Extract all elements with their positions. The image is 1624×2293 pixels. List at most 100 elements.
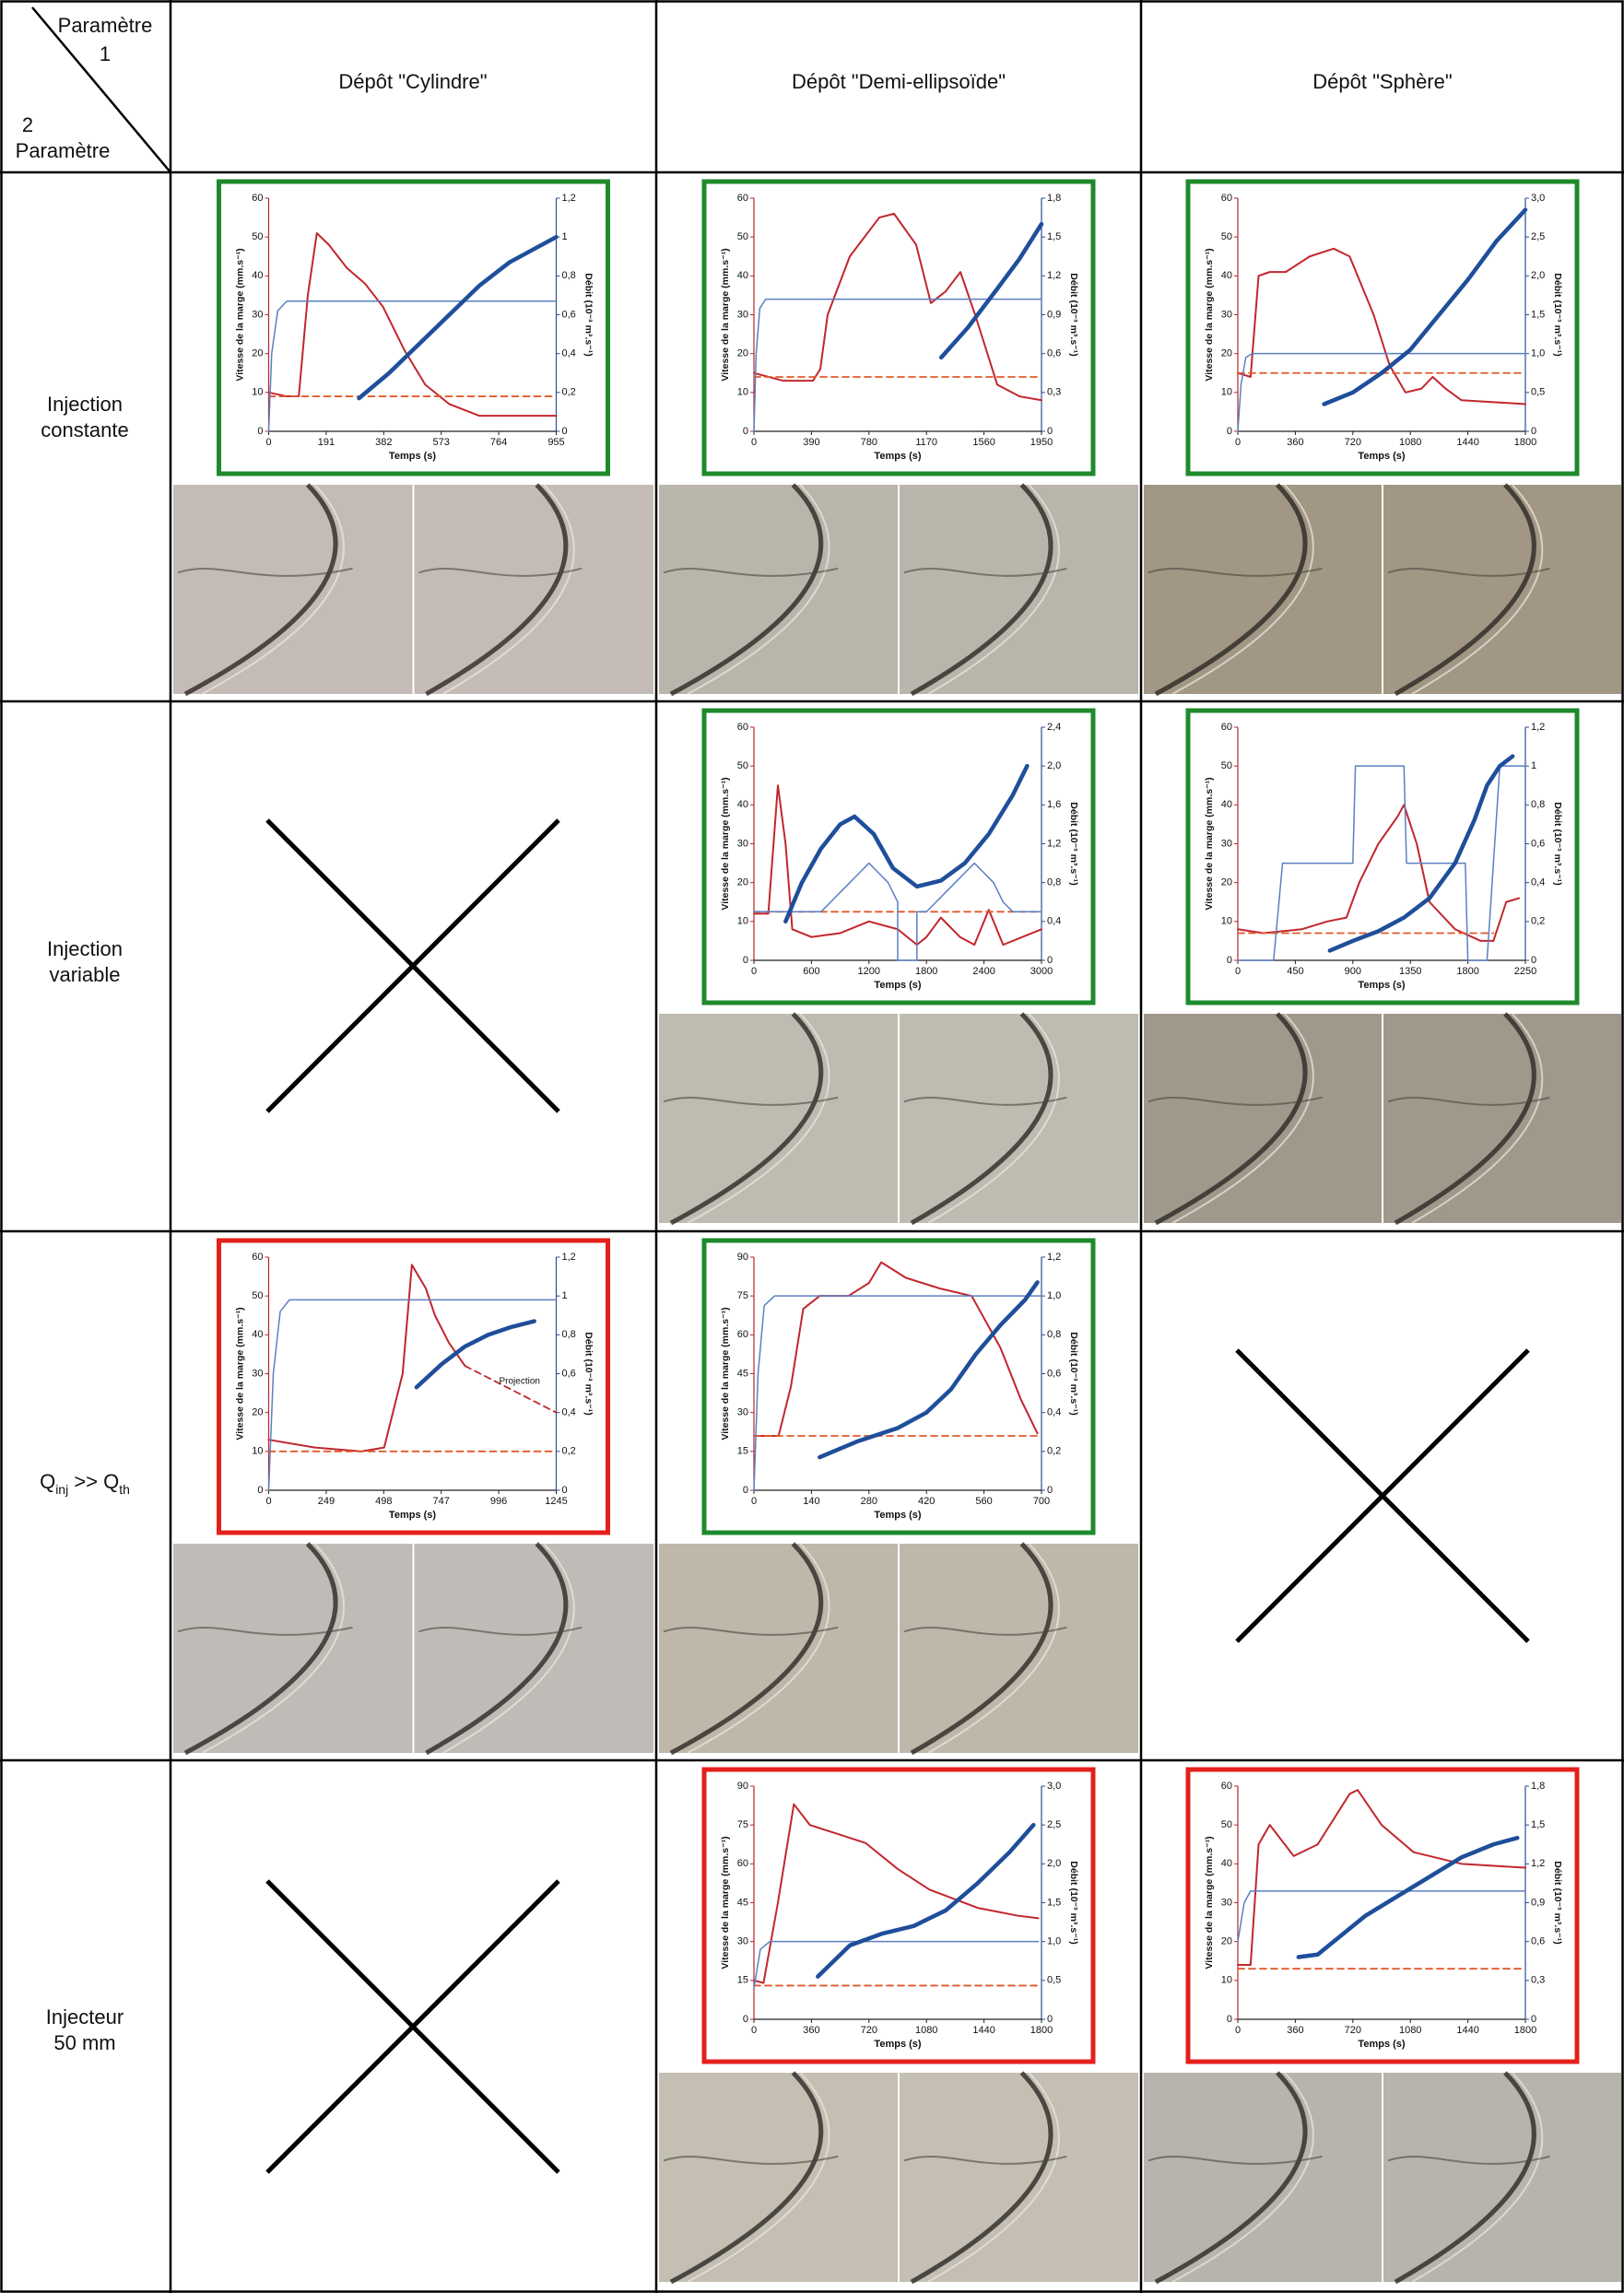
photo-margin	[1154, 2071, 1308, 2285]
photo-shade	[1144, 1014, 1382, 1223]
x-tick-label: 1080	[1399, 2025, 1421, 2036]
y2-tick-label: 3,0	[1531, 193, 1545, 204]
photo-margin	[425, 1542, 569, 1756]
y2-tick-label: 0,2	[562, 1446, 576, 1457]
photo-background	[1144, 1014, 1382, 1223]
y-tick-label: 30	[252, 309, 263, 320]
y2-tick-label: 0,4	[1047, 916, 1061, 927]
x-tick-label: 191	[318, 437, 335, 448]
y2-tick-label: 0,2	[1047, 1446, 1061, 1457]
y2-tick-label: 0	[1047, 1485, 1053, 1496]
y-tick-label: 60	[737, 1858, 748, 1869]
y2-tick-label: 0	[1047, 2014, 1053, 2025]
photo-shade	[659, 1014, 898, 1223]
x-tick-label: 560	[975, 1496, 992, 1507]
y-tick-label: 0	[257, 426, 263, 437]
y-tick-label: 30	[1221, 309, 1232, 320]
photo-margin-highlight	[927, 1013, 1060, 1224]
y-tick-label: 0	[1227, 955, 1232, 966]
chart-frame	[1185, 1767, 1580, 2064]
y-tick-label: 90	[737, 1781, 748, 1792]
row-label: Injection	[47, 393, 123, 416]
y-tick-label: 45	[737, 1897, 748, 1908]
y-tick-label: 0	[743, 1485, 748, 1496]
y-tick-label: 50	[1221, 1819, 1232, 1830]
series-line	[1237, 352, 1526, 432]
y2-tick-label: 1,2	[1531, 1858, 1545, 1869]
y2-tick-label: 2,0	[1047, 760, 1061, 771]
y-tick-label: 10	[1221, 387, 1232, 398]
y2-tick-label: 1	[562, 231, 568, 242]
photo-background	[1383, 2073, 1621, 2282]
photo-margin	[1154, 483, 1308, 697]
photo-margin	[425, 483, 569, 697]
y2-tick-label: 1,5	[1047, 1897, 1061, 1908]
photo-background	[1144, 485, 1382, 694]
photo-shade	[173, 485, 413, 694]
photo-shade	[1383, 485, 1621, 694]
y-tick-label: 50	[1221, 231, 1232, 242]
photo-background	[659, 2073, 898, 2282]
y2-tick-label: 0,6	[1531, 1936, 1545, 1947]
photo-margin	[669, 1012, 824, 1226]
y-axis-label: Vitesse de la marge (mm.s⁻¹)	[720, 1836, 731, 1969]
x-axis-label: Temps (s)	[1358, 2039, 1405, 2050]
y-tick-label: 20	[252, 348, 263, 359]
x-axis-label: Temps (s)	[874, 2039, 921, 2050]
column-header: Dépôt "Demi-ellipsoïde"	[792, 70, 1006, 93]
y2-tick-label: 0,5	[1047, 1975, 1061, 1986]
chart: 0 390 780 1170 1560 1950010203040506000,30,60…	[701, 179, 1096, 476]
x-tick-label: 0	[751, 2025, 757, 2036]
photo	[1144, 1012, 1382, 1226]
photo	[1383, 483, 1621, 697]
y-tick-label: 40	[737, 799, 748, 810]
y2-tick-label: 0	[562, 426, 568, 437]
photo-background	[173, 485, 413, 694]
chart-frame	[217, 1238, 610, 1535]
column-header: Dépôt "Sphère"	[1312, 70, 1452, 93]
chart-background	[701, 708, 1096, 1005]
chart-frame	[217, 179, 610, 476]
photo-channel	[177, 567, 353, 577]
y-tick-label: 0	[743, 2014, 748, 2025]
photo-background	[173, 1544, 413, 1753]
photo-margin	[183, 1542, 338, 1756]
y-tick-label: 60	[737, 722, 748, 733]
y-tick-label: 50	[737, 231, 748, 242]
y-tick-label: 40	[737, 270, 748, 281]
y2-tick-label: 0,8	[562, 1329, 576, 1340]
photo-channel	[1387, 567, 1550, 577]
y-tick-label: 20	[1221, 1936, 1232, 1947]
y2-tick-label: 1,0	[1047, 1290, 1061, 1301]
y-tick-label: 60	[737, 193, 748, 204]
y-tick-label: 30	[737, 309, 748, 320]
x-tick-label: 720	[1345, 2025, 1361, 2036]
y2-tick-label: 1	[1531, 760, 1536, 771]
y-axis-label: Vitesse de la marge (mm.s⁻¹)	[234, 248, 245, 381]
y2-tick-label: 1,2	[562, 1252, 576, 1263]
y-tick-label: 20	[252, 1407, 263, 1418]
x-tick-label: 2250	[1514, 966, 1536, 977]
photo	[414, 1542, 653, 1756]
series-line	[818, 1280, 1040, 1460]
y2-axis-label: Débit (10⁻³ m³.s⁻¹)	[1552, 802, 1563, 885]
y2-axis-label: Débit (10⁻³ m³.s⁻¹)	[1552, 1861, 1563, 1944]
photo	[1144, 483, 1382, 697]
x-tick-label: 0	[751, 437, 757, 448]
series-line	[816, 1822, 1036, 1979]
photo-channel	[903, 1626, 1067, 1636]
y2-tick-label: 0	[1531, 426, 1536, 437]
photo-margin	[910, 483, 1053, 697]
y-tick-label: 0	[257, 1485, 263, 1496]
y2-tick-label: 1,0	[1047, 1936, 1061, 1947]
photo-background	[1144, 2073, 1382, 2282]
photo-margin-highlight	[1411, 1013, 1544, 1224]
x-tick-label: 1440	[1456, 437, 1478, 448]
photo	[173, 483, 413, 697]
series-line	[357, 234, 559, 401]
y2-tick-label: 1,6	[1047, 799, 1061, 810]
photo	[900, 483, 1138, 697]
x-tick-label: 1200	[858, 966, 880, 977]
series-line	[267, 1264, 466, 1452]
